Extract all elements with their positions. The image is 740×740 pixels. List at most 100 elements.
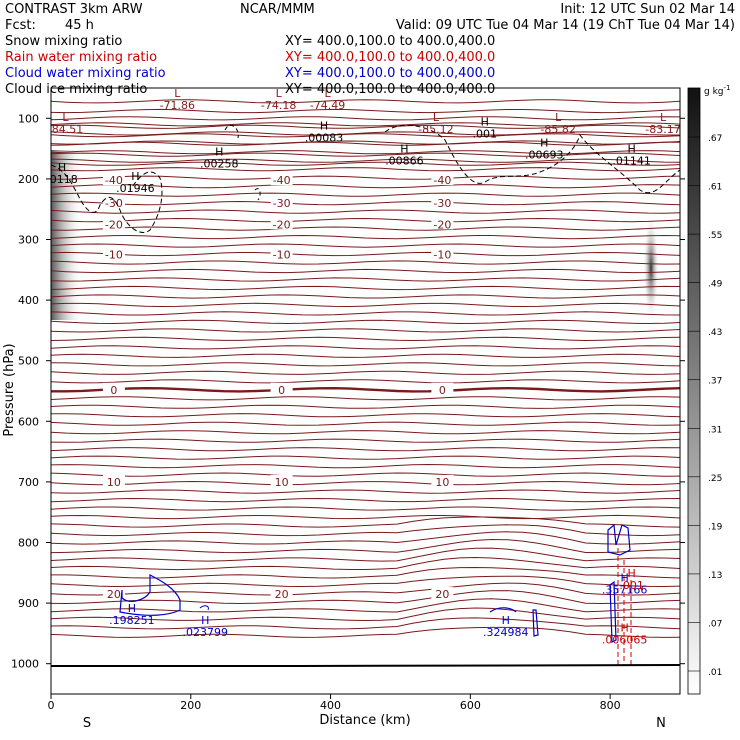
y-tick-label: 800 (18, 537, 39, 550)
isotherm-line (51, 538, 680, 554)
extreme-value: -85.82 (540, 123, 575, 136)
extreme-marker: H (620, 621, 628, 634)
forecast-hour: 45 h (65, 18, 94, 33)
isotherm-line (51, 590, 680, 605)
field-xy-cloud-ice: XY= 400.0,100.0 to 400.0,400.0 (285, 82, 495, 97)
isotherm-line (51, 200, 680, 206)
isotherm-line (51, 158, 680, 163)
isotherm-label-bg (102, 587, 125, 600)
extreme-value: -74.18 (261, 99, 296, 112)
extreme-value: .00693 (525, 149, 564, 162)
isotherm-line (51, 430, 680, 435)
extreme-marker: L (62, 111, 69, 124)
isotherm-label-bg (431, 196, 454, 209)
isotherm-label: 0 (439, 384, 446, 397)
isotherm-line (51, 396, 680, 401)
isotherm-line (51, 607, 680, 622)
y-tick-label: 400 (18, 294, 39, 307)
extreme-marker: H (58, 161, 66, 174)
isotherm-line (51, 413, 680, 418)
isotherm-line (51, 192, 680, 197)
isotherm-line (51, 463, 680, 469)
isotherm-label: -40 (105, 174, 123, 187)
valid-time: Valid: 09 UTC Tue 04 Mar 14 (19 ChT Tue … (396, 18, 735, 33)
isotherm-line (51, 209, 680, 214)
extreme-marker: L (555, 111, 562, 124)
isotherm-label-bg (431, 217, 454, 230)
y-tick-label: 600 (18, 415, 39, 428)
isotherm-line (51, 370, 680, 375)
isotherm-line (51, 626, 680, 638)
extreme-marker: H (620, 572, 628, 585)
extreme-value: .001 (619, 579, 644, 592)
colorbar-level: .55 (708, 231, 722, 241)
x-tick-label: 0 (48, 699, 55, 712)
isotherm-line (51, 447, 680, 452)
extreme-marker: H (481, 115, 489, 128)
extreme-value: -85.12 (418, 123, 453, 136)
field-xy-snow: XY= 400.0,100.0 to 400.0,400.0 (285, 34, 495, 49)
isotherm-label: 20 (107, 588, 121, 601)
surface-line (51, 664, 680, 667)
extreme-value: -83.17 (645, 123, 680, 136)
field-name-rain: Rain water mixing ratio (5, 50, 157, 65)
forecast-label: Fcst: (5, 18, 36, 33)
extreme-value: .00083 (305, 132, 344, 145)
isotherm-line (51, 506, 680, 511)
y-axis-label: Pressure (hPa) (2, 343, 17, 436)
x-axis: 0 200 400 600 800 (48, 694, 621, 712)
isotherm-label: 10 (275, 476, 289, 489)
extreme-value: .198251 (109, 614, 155, 627)
colorbar-unit: g kg-1 (704, 84, 730, 97)
colorbar-level: .25 (708, 474, 722, 484)
snow-shading-right (643, 213, 659, 323)
extreme-marker: L (433, 111, 440, 124)
isotherm-label: 20 (275, 588, 289, 601)
extreme-value: .001 (473, 127, 498, 140)
cloud-water-contour-small (199, 605, 209, 611)
isotherm-line (51, 379, 680, 384)
colorbar-level: .07 (708, 619, 722, 629)
isotherm-line (51, 311, 680, 316)
isotherm-line (51, 108, 680, 114)
colorbar-level: .19 (708, 522, 723, 532)
isotherm-line (51, 251, 680, 257)
x-tick-label: 600 (460, 699, 481, 712)
isotherm-line (51, 524, 680, 537)
isotherm-label-bg (270, 382, 293, 395)
isotherm-label-bg (270, 217, 293, 230)
isotherm-label-bg (102, 196, 125, 209)
isotherm-line (51, 133, 680, 138)
extreme-marker: H (502, 614, 510, 627)
isotherm-line (51, 141, 680, 146)
isotherm-line (51, 345, 680, 350)
field-xy-cloud-water: XY= 400.0,100.0 to 400.0,400.0 (285, 66, 495, 81)
isotherm-line (51, 234, 680, 240)
isotherm-line (51, 404, 680, 409)
isotherm-line (51, 294, 680, 299)
extreme-marker: H (627, 567, 635, 580)
isotherm-line (51, 277, 680, 282)
isotherm-line (51, 516, 680, 528)
isotherm-label: 20 (435, 588, 449, 601)
extreme-marker: H (201, 614, 209, 627)
extreme-marker: H (320, 120, 328, 133)
isotherm-line (51, 260, 680, 265)
field-name-snow: Snow mixing ratio (5, 34, 122, 49)
isotherm-label: -40 (433, 174, 451, 187)
colorbar-ticks: .67 .61 .55 .49 .43 .37 .31 .25 .19 .13 .07 .01 (688, 134, 723, 678)
isotherm-label: -10 (273, 249, 291, 262)
cloud-contours (51, 124, 680, 668)
extreme-value: .357166 (602, 584, 648, 597)
isotherm-label-bg (431, 587, 454, 600)
isotherm-line (51, 617, 680, 630)
cloud-water-contour-right (607, 523, 631, 556)
extreme-marker: H (128, 602, 136, 615)
isotherm-line (51, 217, 680, 223)
cloud-ice-contour-small (254, 188, 261, 201)
isotherm-line (51, 489, 680, 494)
isotherm-lines: -40 -40 -40 -30 -30 -30 -20 -20 -20 -10 -10 -10 0 0 0 1… (51, 99, 680, 638)
x-tick-label: 400 (320, 699, 341, 712)
isotherm-line (51, 480, 680, 486)
isotherm-line (51, 184, 680, 189)
